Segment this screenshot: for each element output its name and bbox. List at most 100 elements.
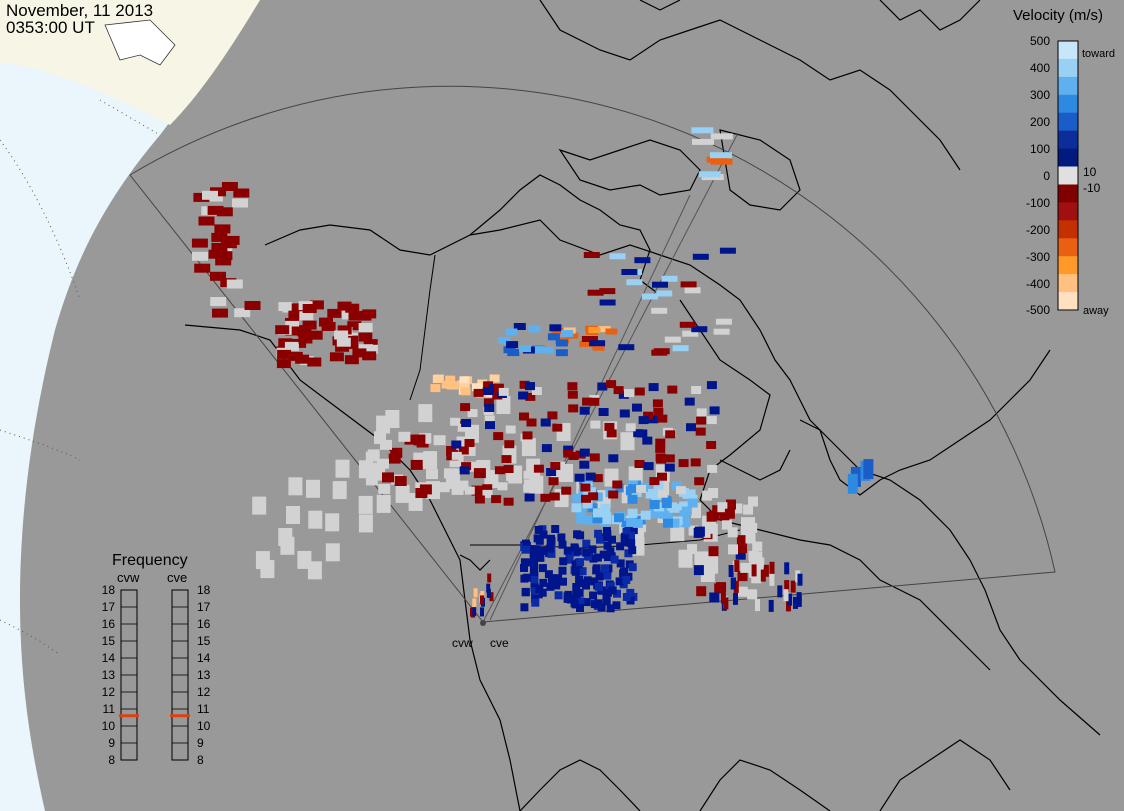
scatter-cell	[696, 586, 707, 597]
scatter-cell	[564, 590, 573, 599]
scatter-cell	[329, 352, 344, 362]
legend-tick-label: -500	[1026, 303, 1050, 317]
scatter-cell	[214, 224, 231, 234]
scatter-cell	[708, 488, 719, 498]
scatter-cell	[255, 551, 270, 570]
scatter-cell	[464, 486, 475, 495]
scatter-cell	[589, 340, 606, 347]
scatter-cell	[307, 357, 322, 367]
scatter-cell	[694, 477, 705, 486]
scatter-cell	[576, 597, 585, 606]
scatter-cell	[612, 601, 621, 610]
scatter-cell	[484, 470, 499, 488]
scatter-cell	[461, 462, 472, 471]
scatter-cell	[525, 382, 535, 391]
scatter-cell	[525, 392, 536, 401]
scatter-cell	[608, 490, 619, 499]
legend-tick-label: 100	[1030, 142, 1050, 156]
scatter-cell	[459, 376, 470, 385]
scatter-cell	[496, 396, 511, 414]
legend-colorbar	[1057, 40, 1079, 311]
scatter-cell	[747, 522, 758, 533]
scatter-cell	[503, 497, 514, 506]
scatter-cell	[558, 540, 567, 549]
scatter-cell	[613, 386, 624, 395]
scatter-cell	[669, 503, 680, 513]
scatter-cell	[599, 288, 616, 295]
scatter-cell	[413, 434, 426, 445]
scatter-cell	[863, 459, 874, 480]
scatter-cell	[275, 325, 290, 335]
scatter-cell	[344, 355, 359, 365]
scatter-cell	[234, 308, 251, 318]
scatter-cell	[743, 504, 754, 515]
scatter-cell	[656, 290, 673, 297]
scatter-cell	[727, 527, 738, 538]
scatter-cell	[752, 552, 763, 562]
scatter-cell	[614, 513, 624, 523]
scatter-cell	[483, 387, 494, 395]
scatter-cell	[655, 444, 666, 453]
frequency-tick-label: 8	[108, 753, 115, 767]
legend-swatch	[1058, 130, 1078, 150]
scatter-cell	[210, 271, 226, 281]
scatter-cell	[493, 432, 504, 441]
scatter-cell	[277, 349, 292, 359]
scatter-cell	[655, 453, 666, 462]
scatter-cell	[651, 307, 668, 314]
scatter-cell	[626, 588, 635, 597]
scatter-cell	[437, 482, 450, 493]
scatter-cell	[519, 380, 530, 389]
scatter-cell	[652, 281, 668, 288]
radar-label-cve: cve	[490, 636, 509, 650]
scatter-cell	[210, 297, 227, 306]
legend-swatch	[1058, 184, 1078, 203]
scatter-cell	[574, 473, 585, 482]
scatter-cell	[522, 545, 530, 554]
scatter-cell	[728, 565, 734, 577]
scatter-cell	[691, 508, 701, 519]
legend-swatch	[1058, 112, 1078, 132]
scatter-cell	[207, 205, 224, 215]
frequency-tick-label: 10	[102, 719, 116, 733]
scatter-cell	[582, 598, 591, 607]
scatter-cell	[548, 477, 559, 486]
scatter-cell	[657, 414, 668, 423]
scatter-cell	[568, 452, 579, 460]
scatter-cell	[276, 359, 291, 369]
scatter-cell	[212, 308, 228, 318]
scatter-cell	[602, 597, 611, 606]
scatter-cell	[579, 340, 592, 347]
scatter-cell	[539, 530, 548, 539]
scatter-cell	[603, 527, 611, 535]
frequency-tick-label: 15	[102, 634, 116, 648]
scatter-cell	[211, 232, 228, 242]
scatter-cell	[547, 549, 556, 558]
scatter-cell	[714, 583, 725, 594]
scatter-cell	[540, 418, 551, 427]
frequency-title: Frequency	[112, 552, 188, 569]
legend-tick-label: -10	[1083, 181, 1101, 195]
scatter-cell	[567, 390, 578, 399]
legend-swatch	[1058, 292, 1078, 311]
scatter-cell	[582, 548, 591, 557]
scatter-cell	[486, 588, 491, 598]
scatter-cell	[681, 506, 692, 516]
scatter-cell	[551, 525, 560, 533]
scatter-cell	[302, 320, 317, 330]
scatter-cell	[552, 423, 563, 432]
scatter-cell	[285, 326, 300, 336]
scatter-cell	[472, 383, 482, 392]
scatter-cell	[613, 589, 621, 598]
scatter-cell	[347, 321, 362, 331]
scatter-cell	[704, 523, 715, 534]
legend-swatch	[1058, 256, 1078, 275]
scatter-cell	[202, 190, 218, 200]
scatter-cell	[548, 574, 557, 583]
scatter-cell	[706, 416, 717, 425]
scatter-cell	[690, 458, 701, 467]
scatter-cell	[751, 564, 757, 577]
scatter-cell	[594, 582, 603, 591]
scatter-cell	[632, 403, 642, 412]
scatter-cell	[433, 435, 446, 446]
